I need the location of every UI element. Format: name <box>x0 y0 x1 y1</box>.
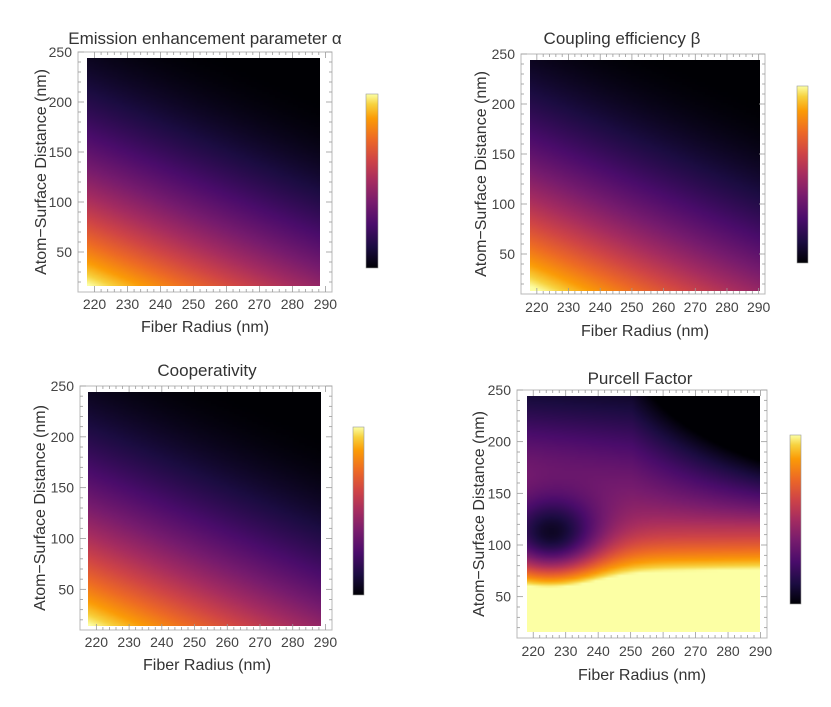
chart-title: Coupling efficiency β <box>544 29 701 48</box>
y-tick-labels: 50 100 150 200 250 <box>492 46 516 262</box>
x-tick-label: 280 <box>715 299 739 315</box>
y-tick-label: 50 <box>56 244 72 260</box>
y-tick-labels: 50 100 150 200 250 <box>49 44 73 260</box>
chart-panel-purcell: Purcell Factor 220 230 240 250 260 270 2… <box>471 369 802 684</box>
x-tick-label: 240 <box>150 634 174 650</box>
x-tick-label: 270 <box>248 296 272 312</box>
chart-panel-emission: Emission enhancement parameter α 220 230… <box>33 29 379 336</box>
x-axis-label: Fiber Radius (nm) <box>143 657 271 674</box>
x-axis-label: Fiber Radius (nm) <box>578 667 706 684</box>
x-tick-label: 280 <box>716 643 740 659</box>
y-tick-label: 100 <box>488 537 512 553</box>
y-tick-label: 150 <box>492 146 516 162</box>
x-tick-label: 230 <box>117 634 141 650</box>
y-tick-label: 50 <box>495 589 511 605</box>
chart-title: Purcell Factor <box>588 369 693 388</box>
heatmap-image <box>87 58 320 286</box>
colorbar <box>352 426 365 596</box>
x-tick-label: 290 <box>747 299 771 315</box>
y-tick-labels: 50 100 150 200 250 <box>488 382 512 605</box>
colorbar <box>365 93 379 269</box>
heatmap-image <box>88 392 321 626</box>
y-tick-label: 200 <box>492 96 516 112</box>
x-tick-label: 250 <box>619 643 643 659</box>
y-tick-label: 250 <box>488 382 512 398</box>
x-tick-label: 240 <box>589 299 613 315</box>
y-tick-label: 100 <box>492 196 516 212</box>
y-tick-label: 200 <box>49 94 73 110</box>
x-tick-label: 230 <box>557 299 581 315</box>
tick-marks <box>78 51 332 292</box>
x-tick-labels: 220 230 240 250 260 270 280 290 <box>522 643 773 659</box>
x-tick-label: 230 <box>116 296 140 312</box>
x-tick-label: 270 <box>248 634 272 650</box>
y-tick-label: 200 <box>488 434 512 450</box>
x-axis-label: Fiber Radius (nm) <box>581 323 709 340</box>
y-axis-label: Atom−Surface Distance (nm) <box>33 69 50 275</box>
x-tick-label: 260 <box>652 299 676 315</box>
x-tick-label: 250 <box>620 299 644 315</box>
y-tick-label: 200 <box>51 429 75 445</box>
y-tick-label: 250 <box>49 44 73 60</box>
x-tick-labels: 220 230 240 250 260 270 280 290 <box>83 296 337 312</box>
tick-marks <box>517 389 767 638</box>
chart-title: Emission enhancement parameter α <box>68 29 342 48</box>
x-tick-label: 290 <box>314 634 338 650</box>
y-tick-labels: 50 100 150 200 250 <box>51 378 75 597</box>
x-tick-label: 270 <box>684 299 708 315</box>
colorbar <box>796 85 809 264</box>
x-tick-label: 270 <box>684 643 708 659</box>
y-tick-label: 100 <box>51 531 75 547</box>
x-tick-label: 240 <box>586 643 610 659</box>
y-tick-label: 100 <box>49 194 73 210</box>
x-tick-label: 280 <box>281 296 305 312</box>
x-tick-label: 240 <box>149 296 173 312</box>
y-tick-label: 50 <box>58 581 74 597</box>
x-tick-label: 280 <box>281 634 305 650</box>
y-axis-label: Atom−Surface Distance (nm) <box>471 411 488 617</box>
y-tick-label: 250 <box>51 378 75 394</box>
tick-marks <box>80 385 332 630</box>
x-tick-label: 260 <box>216 634 240 650</box>
heatmap-image <box>530 60 760 291</box>
heatmap-image <box>527 396 760 632</box>
colorbar <box>789 434 802 605</box>
y-tick-label: 150 <box>488 485 512 501</box>
x-tick-label: 220 <box>522 643 546 659</box>
x-axis-label: Fiber Radius (nm) <box>141 319 269 336</box>
x-tick-label: 230 <box>554 643 578 659</box>
tick-marks <box>521 53 765 294</box>
x-tick-labels: 220 230 240 250 260 270 280 290 <box>525 299 770 315</box>
x-tick-label: 250 <box>183 634 207 650</box>
x-tick-label: 220 <box>83 296 107 312</box>
y-axis-label: Atom−Surface Distance (nm) <box>32 405 49 611</box>
x-tick-label: 220 <box>85 634 109 650</box>
chart-title: Cooperativity <box>157 361 257 380</box>
x-tick-label: 260 <box>215 296 239 312</box>
chart-panel-cooperativity: Cooperativity 220 230 240 250 260 270 28… <box>32 361 365 674</box>
y-tick-label: 50 <box>499 246 515 262</box>
x-tick-label: 290 <box>749 643 773 659</box>
x-tick-label: 260 <box>651 643 675 659</box>
y-axis-label: Atom−Surface Distance (nm) <box>473 71 490 277</box>
y-tick-label: 150 <box>49 144 73 160</box>
y-tick-label: 150 <box>51 480 75 496</box>
y-tick-label: 250 <box>492 46 516 62</box>
x-tick-labels: 220 230 240 250 260 270 280 290 <box>85 634 338 650</box>
x-tick-label: 290 <box>314 296 338 312</box>
chart-panel-coupling: Coupling efficiency β 220 230 240 250 26… <box>473 29 809 340</box>
x-tick-label: 220 <box>525 299 549 315</box>
x-tick-label: 250 <box>182 296 206 312</box>
